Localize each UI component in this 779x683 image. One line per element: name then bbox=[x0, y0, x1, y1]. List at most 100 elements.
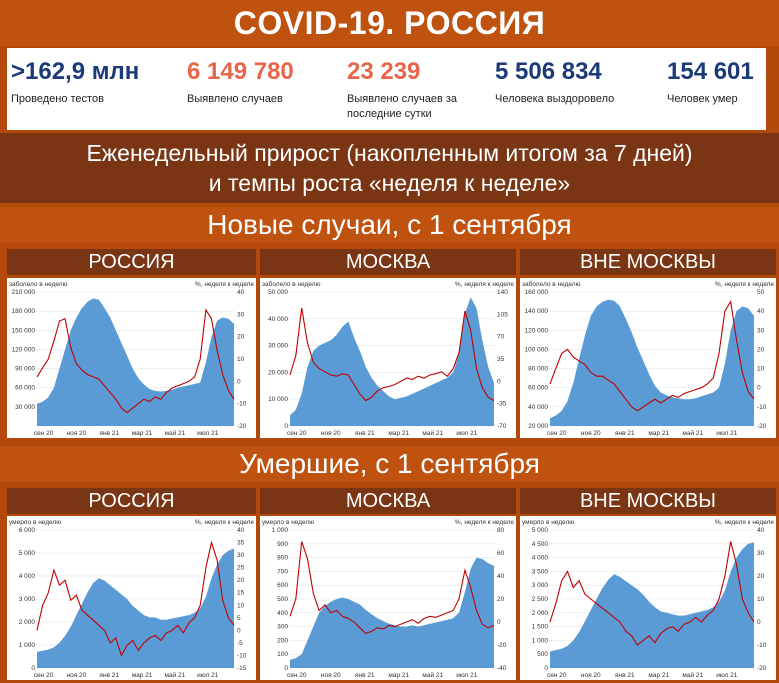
y-left-tick-label: 3 500 bbox=[532, 568, 549, 575]
x-tick-label: ноя 20 bbox=[581, 672, 601, 679]
y-left-tick-label: 30 000 bbox=[15, 404, 35, 411]
x-tick-label: ноя 20 bbox=[67, 430, 87, 437]
y-left-tick-label: 4 500 bbox=[532, 541, 549, 548]
y-right-tick-label: 20 bbox=[237, 577, 245, 584]
y-right-tick-label: -5 bbox=[237, 640, 243, 647]
y-left-tick-label: 160 000 bbox=[525, 289, 549, 296]
y-left-tick-label: 1 500 bbox=[532, 624, 549, 631]
x-tick-label: мар 21 bbox=[388, 430, 409, 437]
y-right-tick-label: 5 bbox=[237, 615, 241, 622]
y-left-tick-label: 30 000 bbox=[268, 343, 288, 350]
right-axis-title: %, неделя к неделе bbox=[455, 281, 514, 288]
y-right-tick-label: 60 bbox=[497, 550, 505, 557]
stat-new-cases: 23 239 Выявлено случаев за последние сут… bbox=[347, 58, 477, 122]
chart-deaths-moscow: умерло в неделю%, неделя к неделе 0 100 200… bbox=[260, 516, 516, 680]
chart-deaths-outside: умерло в неделю %, неделя к неделе 0 500 1 0… bbox=[520, 516, 776, 680]
x-tick-label: мар 21 bbox=[132, 672, 153, 679]
y-right-tick-label: -70 bbox=[497, 423, 507, 430]
y-right-tick-label: 10 bbox=[757, 366, 765, 373]
growth-rate-line bbox=[549, 541, 755, 646]
chart-cases-moscow: заболело в неделю %, неделя к неделе 0 10 0… bbox=[260, 278, 516, 438]
x-tick-label: янв 21 bbox=[355, 672, 375, 679]
x-tick-label: июл 21 bbox=[197, 672, 219, 679]
area-series bbox=[37, 548, 234, 668]
y-left-tick-label: 500 bbox=[537, 651, 548, 658]
y-left-tick-label: 3 000 bbox=[532, 582, 549, 589]
y-right-tick-label: -10 bbox=[237, 401, 247, 408]
x-tick-label: янв 21 bbox=[99, 430, 119, 437]
y-left-tick-label: 180 000 bbox=[12, 308, 36, 315]
y-left-tick-label: 1 000 bbox=[532, 637, 549, 644]
left-axis-title: заболело в неделю bbox=[522, 280, 581, 288]
x-tick-label: ноя 20 bbox=[581, 430, 601, 437]
x-tick-label: ноя 20 bbox=[67, 672, 87, 679]
panel-title: ВНЕ МОСКВЫ bbox=[520, 488, 776, 514]
y-left-tick-label: 150 000 bbox=[12, 327, 36, 334]
subtitle-line1: Еженедельный прирост (накопленным итогом… bbox=[86, 140, 693, 166]
subtitle: Еженедельный прирост (накопленным итогом… bbox=[0, 133, 779, 203]
y-left-tick-label: 0 bbox=[544, 665, 548, 672]
y-right-tick-label: 20 bbox=[757, 573, 765, 580]
chart-svg: заболело в неделю %, неделя к неделе 0 10 0… bbox=[262, 280, 514, 437]
x-tick-label: мар 21 bbox=[648, 672, 669, 679]
growth-rate-line bbox=[549, 300, 755, 412]
stat-value: >162,9 млн bbox=[11, 58, 140, 85]
x-tick-label: сен 20 bbox=[547, 672, 567, 679]
y-right-tick-label: 20 bbox=[757, 346, 765, 353]
growth-rate-line bbox=[289, 541, 495, 635]
y-right-tick-label: -20 bbox=[237, 423, 247, 430]
growth-rate-line bbox=[36, 308, 235, 414]
y-left-tick-label: 60 000 bbox=[528, 385, 548, 392]
panel-title: ВНЕ МОСКВЫ bbox=[520, 249, 776, 275]
y-left-tick-label: 300 bbox=[277, 624, 288, 631]
y-right-tick-label: 70 bbox=[497, 334, 505, 341]
y-right-tick-label: 30 bbox=[237, 552, 245, 559]
y-right-tick-label: 0 bbox=[497, 378, 501, 385]
x-tick-label: сен 20 bbox=[287, 672, 307, 679]
y-left-tick-label: 200 bbox=[277, 637, 288, 644]
area-series bbox=[290, 557, 494, 668]
y-left-tick-label: 800 bbox=[277, 555, 288, 562]
y-right-tick-label: 20 bbox=[237, 334, 245, 341]
stats-panel: >162,9 млн Проведено тестов 6 149 780 Вы… bbox=[7, 48, 766, 130]
y-left-tick-label: 5 000 bbox=[19, 550, 36, 557]
panel-title: МОСКВА bbox=[260, 249, 516, 275]
y-right-tick-label: 80 bbox=[497, 527, 505, 534]
x-tick-label: ноя 20 bbox=[321, 430, 341, 437]
y-right-tick-label: 10 bbox=[237, 602, 245, 609]
left-axis-title: заболело в неделю bbox=[9, 280, 68, 288]
y-right-tick-label: 30 bbox=[757, 550, 765, 557]
y-left-tick-label: 0 bbox=[284, 665, 288, 672]
left-axis-title: заболело в неделю bbox=[262, 280, 321, 288]
y-right-tick-label: 10 bbox=[237, 356, 245, 363]
stat-value: 154 601 bbox=[667, 58, 754, 85]
x-tick-label: июл 21 bbox=[716, 672, 738, 679]
chart-cases-russia: заболело в неделю %, неделя к неделе 30 00… bbox=[7, 278, 256, 438]
stat-value: 6 149 780 bbox=[187, 58, 294, 85]
y-left-tick-label: 1 000 bbox=[19, 642, 36, 649]
x-tick-label: май 21 bbox=[682, 429, 703, 437]
stat-recovered: 5 506 834 Человека выздоровело bbox=[495, 58, 614, 107]
y-right-tick-label: 0 bbox=[237, 378, 241, 385]
y-left-tick-label: 20 000 bbox=[268, 369, 288, 376]
y-left-tick-label: 80 000 bbox=[528, 366, 548, 373]
stat-cases: 6 149 780 Выявлено случаев bbox=[187, 58, 294, 107]
stat-value: 23 239 bbox=[347, 58, 421, 85]
y-left-tick-label: 120 000 bbox=[12, 346, 36, 353]
chart-svg: умерло в неделю %, неделя к неделе 0 1 000 2… bbox=[9, 519, 254, 679]
stat-label: Человек умер bbox=[667, 93, 738, 105]
y-right-tick-label: 0 bbox=[237, 627, 241, 634]
y-left-tick-label: 0 bbox=[31, 665, 35, 672]
stat-label: Проведено тестов bbox=[11, 93, 104, 105]
panel-title: РОССИЯ bbox=[7, 488, 256, 514]
panel-headers-deaths: РОССИЯ МОСКВА ВНЕ МОСКВЫ bbox=[0, 488, 779, 514]
panel-headers-cases: РОССИЯ МОСКВА ВНЕ МОСКВЫ bbox=[0, 249, 779, 275]
area-series bbox=[290, 297, 494, 426]
panel-title: РОССИЯ bbox=[7, 249, 256, 275]
y-right-tick-label: -10 bbox=[757, 642, 767, 649]
y-right-tick-label: 105 bbox=[497, 311, 508, 318]
y-left-tick-label: 6 000 bbox=[19, 527, 36, 534]
y-right-tick-label: 40 bbox=[237, 527, 245, 534]
y-left-tick-label: 50 000 bbox=[268, 289, 288, 296]
y-right-tick-label: -20 bbox=[757, 423, 767, 430]
